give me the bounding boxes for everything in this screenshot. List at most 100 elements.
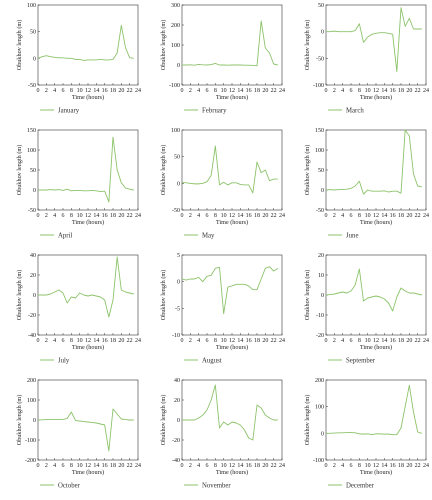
x-tick-label: 14 bbox=[93, 338, 99, 344]
x-tick-label: 4 bbox=[53, 213, 56, 219]
x-tick-label: 20 bbox=[406, 213, 412, 219]
y-tick-label: 50 bbox=[318, 3, 324, 9]
y-tick-label: 200 bbox=[27, 378, 36, 384]
y-tick-label: -5 bbox=[175, 306, 180, 312]
x-tick-label: 16 bbox=[102, 88, 108, 94]
y-tick-label: 5 bbox=[177, 253, 180, 259]
x-tick-label: 22 bbox=[415, 338, 421, 344]
x-tick-label: 4 bbox=[341, 338, 344, 344]
x-tick-label: 10 bbox=[221, 213, 227, 219]
x-axis-label: Time (hours) bbox=[72, 469, 104, 476]
x-tick-label: 6 bbox=[350, 463, 353, 469]
legend-label: September bbox=[346, 357, 376, 364]
x-axis-label: Time (hours) bbox=[72, 94, 104, 101]
x-tick-label: 24 bbox=[135, 338, 141, 344]
chart-panel-july: 0 2 4 6 8 10 12 14 16 18 20 22 24 -40 -20 0 20 40 Time (ho… bbox=[0, 250, 144, 375]
x-tick-label: 12 bbox=[85, 463, 91, 469]
x-tick-label: 6 bbox=[350, 213, 353, 219]
x-tick-label: 16 bbox=[246, 463, 252, 469]
legend-label: March bbox=[346, 107, 364, 114]
legend-label: November bbox=[202, 482, 231, 489]
x-tick-label: 24 bbox=[135, 463, 141, 469]
y-tick-label: 300 bbox=[171, 3, 180, 9]
x-tick-label: 18 bbox=[110, 338, 116, 344]
x-tick-label: 14 bbox=[93, 88, 99, 94]
x-tick-label: 20 bbox=[262, 213, 268, 219]
y-axis-label: Obukhov length (m) bbox=[160, 145, 167, 196]
x-tick-label: 8 bbox=[70, 338, 73, 344]
y-tick-label: 0 bbox=[177, 181, 180, 187]
chart-svg: 0 2 4 6 8 10 12 14 16 18 20 22 24-1000100200300Time … bbox=[160, 3, 285, 114]
x-tick-label: 12 bbox=[85, 338, 91, 344]
x-tick-label: 18 bbox=[110, 88, 116, 94]
y-tick-label: 40 bbox=[174, 378, 180, 384]
y-tick-label: -50 bbox=[172, 208, 180, 214]
x-tick-label: 24 bbox=[279, 213, 285, 219]
y-tick-label: 20 bbox=[318, 253, 324, 259]
legend-label: February bbox=[202, 107, 227, 114]
x-tick-label: 24 bbox=[423, 463, 429, 469]
x-tick-label: 2 bbox=[189, 338, 192, 344]
y-axis-label: Obukhov length (m) bbox=[160, 20, 167, 71]
x-tick-label: 10 bbox=[365, 213, 371, 219]
legend-label: December bbox=[346, 482, 375, 489]
series-line-december bbox=[326, 384, 422, 436]
x-tick-label: 0 bbox=[181, 88, 184, 94]
x-tick-label: 8 bbox=[358, 338, 361, 344]
x-tick-label: 16 bbox=[390, 338, 396, 344]
x-tick-label: 10 bbox=[365, 463, 371, 469]
x-tick-label: 16 bbox=[246, 88, 252, 94]
x-tick-label: 16 bbox=[390, 88, 396, 94]
x-tick-label: 12 bbox=[229, 463, 235, 469]
chart-panel-april: 0 2 4 6 8 10 12 14 16 18 20 22 24 -50 0 50 100 150 Time (h… bbox=[0, 125, 144, 250]
x-tick-label: 6 bbox=[62, 463, 65, 469]
plot-frame bbox=[37, 4, 139, 86]
x-tick-label: 8 bbox=[70, 88, 73, 94]
y-tick-label: 0 bbox=[321, 431, 324, 437]
y-tick-label: 0 bbox=[33, 293, 36, 299]
x-tick-label: 8 bbox=[358, 88, 361, 94]
y-axis-label: Obukhov length (m) bbox=[16, 20, 23, 71]
x-tick-label: 8 bbox=[70, 213, 73, 219]
y-tick-label: -100 bbox=[313, 83, 324, 89]
chart-panel-march: 0 2 4 6 8 10 12 14 16 18 20 22 24 -100 -50 0 50 Time (hou… bbox=[288, 0, 432, 125]
plot-frame bbox=[181, 129, 283, 211]
y-tick-label: 200 bbox=[171, 23, 180, 29]
x-tick-label: 14 bbox=[237, 213, 243, 219]
y-tick-label: -20 bbox=[28, 313, 36, 319]
x-tick-label: 4 bbox=[341, 213, 344, 219]
y-axis-label: Obukhov length (m) bbox=[16, 395, 23, 446]
x-tick-label: 22 bbox=[271, 338, 277, 344]
y-tick-label: 10 bbox=[318, 273, 324, 279]
x-tick-label: 16 bbox=[390, 463, 396, 469]
x-tick-label: 4 bbox=[53, 338, 56, 344]
plot-frame bbox=[325, 129, 427, 211]
series-line-march bbox=[326, 7, 422, 73]
x-tick-label: 12 bbox=[373, 338, 379, 344]
y-tick-label: 100 bbox=[27, 398, 36, 404]
y-axis-label: Obukhov length (m) bbox=[16, 270, 23, 321]
x-tick-label: 2 bbox=[45, 463, 48, 469]
x-tick-label: 2 bbox=[189, 88, 192, 94]
x-tick-label: 18 bbox=[254, 88, 260, 94]
chart-panel-september: 0 2 4 6 8 10 12 14 16 18 20 22 24 -20 -10 0 10 20 Time (ho… bbox=[288, 250, 432, 375]
y-tick-label: 0 bbox=[321, 30, 324, 36]
x-tick-label: 18 bbox=[110, 213, 116, 219]
plot-frame bbox=[181, 4, 283, 86]
chart-panel-january: 0 2 4 6 8 10 12 14 16 18 20 22 24 -50 0 50 100 Time (hour… bbox=[0, 0, 144, 125]
y-tick-label: 50 bbox=[318, 168, 324, 174]
x-tick-label: 6 bbox=[206, 88, 209, 94]
series-line-august bbox=[181, 266, 279, 315]
x-tick-label: 2 bbox=[45, 88, 48, 94]
x-tick-label: 14 bbox=[381, 338, 387, 344]
x-tick-label: 6 bbox=[62, 213, 65, 219]
x-tick-label: 20 bbox=[118, 463, 124, 469]
x-tick-label: 20 bbox=[118, 88, 124, 94]
chart-panel-november: 0 2 4 6 8 10 12 14 16 18 20 22 24 -40 -20 0 20 40 Time (ho… bbox=[144, 375, 288, 500]
y-tick-label: -200 bbox=[25, 458, 36, 464]
series-line-june bbox=[325, 129, 422, 195]
y-tick-label: 0 bbox=[177, 63, 180, 69]
x-tick-label: 0 bbox=[181, 338, 184, 344]
